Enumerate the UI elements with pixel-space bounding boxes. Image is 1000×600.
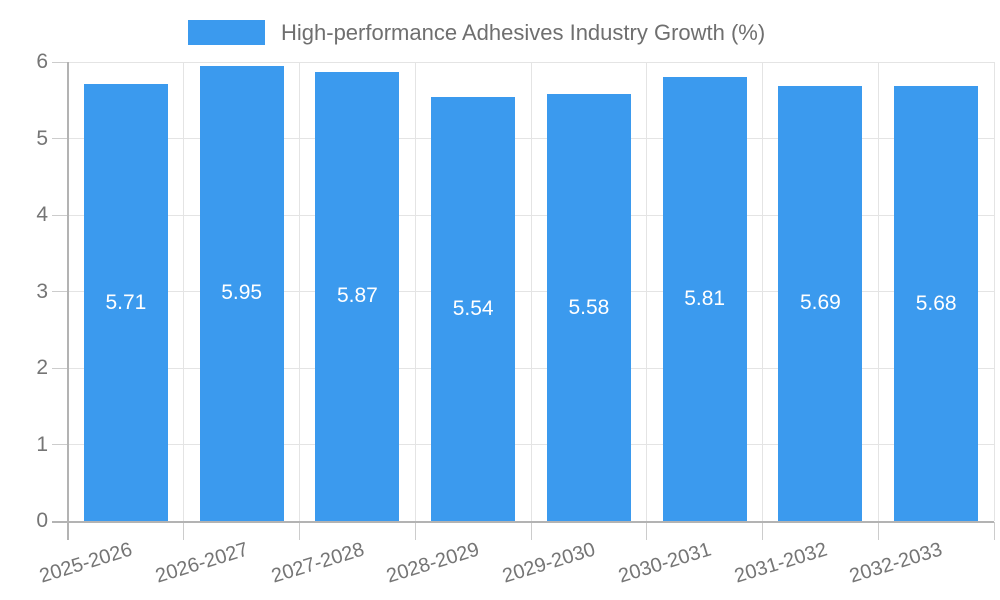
y-tick-mark [52,291,68,292]
bar-value-label: 5.68 [915,291,957,315]
bar [894,86,979,521]
x-tick-mark [762,522,763,540]
x-axis-line [52,521,994,523]
y-tick-mark [52,61,68,63]
y-axis-tick-label: 4 [36,203,48,226]
y-axis-tick-label: 6 [36,50,48,73]
bar [546,94,631,521]
bar [662,76,747,521]
x-axis-tick-label: 2028-2029 [384,538,483,588]
bar-value-label: 5.58 [568,295,610,319]
x-axis-tick-label: 2026-2027 [152,538,251,588]
x-tick-mark [414,522,416,540]
y-axis-tick-label: 5 [36,126,48,150]
y-tick-mark [52,138,68,139]
x-gridline [414,62,416,521]
x-axis-tick-label: 2025-2026 [37,538,136,588]
bar-value-label: 5.54 [452,297,494,321]
x-tick-mark [993,522,995,540]
x-gridline [993,62,995,521]
x-gridline [762,62,763,521]
bar-value-label: 5.87 [336,284,378,308]
x-gridline [299,62,300,521]
x-axis-tick-label: 2027-2028 [268,538,367,588]
y-tick-mark [52,444,68,445]
bar [778,85,863,521]
x-tick-mark [646,522,648,540]
bar [199,65,284,521]
x-axis-tick-label: 2029-2030 [500,538,599,588]
legend-swatch [188,20,265,45]
y-tick-mark [52,214,68,216]
bar-value-label: 5.95 [221,281,263,305]
x-tick-mark [530,522,532,540]
x-gridline [183,62,185,521]
x-tick-mark [877,522,879,540]
y-axis-tick-label: 3 [36,279,48,303]
x-tick-mark [299,522,300,540]
bar-value-label: 5.71 [105,290,147,314]
x-gridline [646,62,648,521]
x-axis-tick-label: 2031-2032 [731,538,830,588]
bar [83,84,168,521]
x-tick-mark [183,522,185,540]
y-axis-tick-label: 1 [36,432,48,456]
y-axis-tick-label: 0 [36,509,48,532]
y-axis-tick-label: 2 [36,356,48,379]
bar [315,71,400,521]
bar-value-label: 5.69 [799,291,841,315]
y-axis-line [67,62,69,540]
x-gridline [877,62,879,521]
legend: High-performance Adhesives Industry Grow… [0,0,1000,56]
legend-series-label: High-performance Adhesives Industry Grow… [281,20,766,45]
x-axis-tick-label: 2030-2031 [615,538,714,588]
x-gridline [530,62,532,521]
bar [431,97,516,521]
x-axis-tick-label: 2032-2033 [847,538,946,588]
bar-value-label: 5.81 [684,286,726,310]
y-tick-mark [52,367,68,369]
